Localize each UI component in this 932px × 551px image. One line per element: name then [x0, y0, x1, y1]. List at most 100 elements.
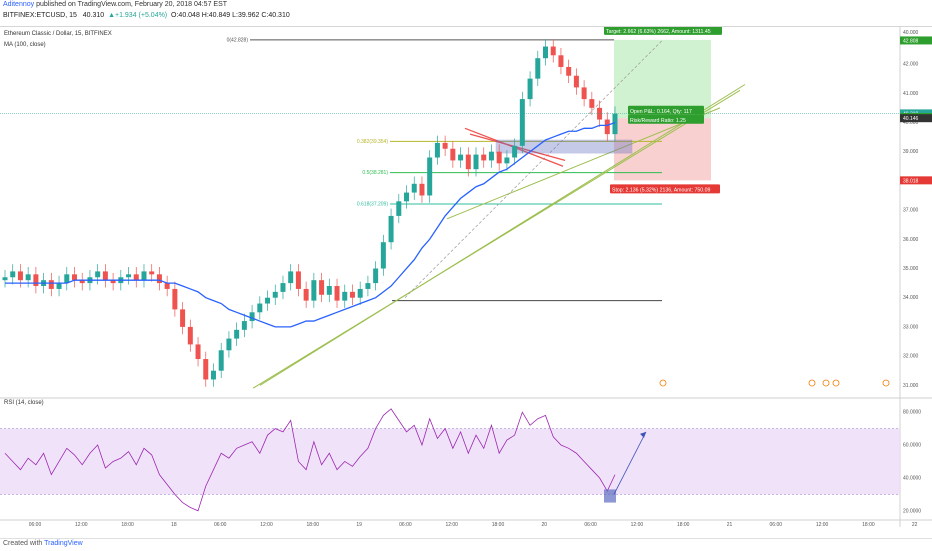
price-tick: 39.000 — [903, 149, 919, 155]
price-change: ▲+1.934 (+5.04%) — [108, 12, 168, 19]
rsi-arrowhead — [640, 431, 646, 438]
candle-body — [126, 274, 132, 278]
candle-body — [172, 288, 178, 310]
time-tick: 06:00 — [399, 522, 412, 528]
candle-body — [164, 283, 170, 289]
candle-body — [411, 183, 417, 193]
trendline-lower — [252, 89, 741, 389]
tag-entry: 40.146 — [903, 116, 919, 122]
time-tick: 06:00 — [214, 522, 227, 528]
price-tick: 40.000 — [903, 120, 919, 126]
author-link[interactable]: Aditennoy — [3, 1, 35, 8]
candle-body — [612, 113, 618, 135]
target-zone — [614, 39, 711, 119]
price-tick: 40.000 — [903, 30, 919, 36]
candle-body — [141, 271, 147, 281]
chart-title: Ethereum Classic / Dollar, 15, BITFINEX — [4, 31, 112, 37]
price-tick: 37.000 — [903, 208, 919, 214]
open-pnl-label-bg — [628, 105, 704, 115]
time-tick: 18 — [171, 522, 177, 528]
candle-body — [604, 119, 610, 135]
price-tick: 32.000 — [903, 354, 919, 360]
candle-body — [102, 271, 108, 281]
candle-body — [64, 274, 70, 284]
candle-body — [110, 280, 116, 284]
candle-body — [427, 157, 433, 196]
candle-body — [465, 154, 471, 170]
fib-label-2: 0.5(38.281) — [362, 170, 388, 176]
tag-entry-bg — [900, 114, 932, 123]
stop-label-bg — [610, 184, 720, 194]
price-tick: 31.000 — [903, 383, 919, 389]
stop-zone — [614, 118, 711, 181]
dashed-projection — [404, 40, 663, 298]
candle-body — [311, 280, 317, 301]
candle-body — [558, 55, 564, 67]
candle-body — [581, 87, 587, 100]
candle-body — [210, 370, 216, 380]
candle-body — [133, 274, 139, 281]
event-icon[interactable] — [832, 379, 840, 387]
candle-body — [95, 271, 101, 278]
rsi-tick: 20.0000 — [903, 508, 921, 514]
last-price: 40.310 — [82, 12, 105, 19]
candle-body — [566, 66, 572, 76]
candle-body — [257, 303, 263, 313]
candle-body — [48, 280, 54, 289]
candle-body — [79, 280, 85, 284]
symbol-bar: BITFINEX:ETCUSD, 15 40.310 ▲+1.934 (+5.0… — [3, 12, 290, 19]
footer-created: Created with — [3, 540, 43, 547]
candle-body — [481, 154, 487, 161]
time-tick: 18:00 — [121, 522, 134, 528]
trendline-lower-2 — [259, 84, 746, 386]
chart-area[interactable]: 0(42.828) 0.382(39.354) 0.5(38.281) 0.618(3… — [0, 25, 932, 539]
rsi-band — [0, 428, 900, 495]
rsi-arrow — [613, 431, 647, 495]
candle-body — [17, 271, 23, 281]
candle-body — [357, 288, 363, 298]
candle-body — [265, 297, 271, 304]
rsi-line — [4, 408, 616, 512]
rsi-tick: 60.0000 — [903, 443, 921, 449]
candle-body — [442, 142, 448, 149]
candle-body — [597, 107, 603, 120]
tag-stop: 38.018 — [903, 178, 919, 184]
event-icon[interactable] — [808, 379, 816, 387]
time-tick: 18:00 — [677, 522, 690, 528]
candle-body — [434, 142, 440, 158]
candle-body — [450, 148, 456, 161]
candle-body — [56, 283, 62, 289]
candle-body — [396, 201, 402, 216]
time-tick: 18:00 — [862, 522, 875, 528]
event-icon[interactable] — [822, 379, 830, 387]
tradingview-logo[interactable]: TradingView — [44, 540, 83, 547]
candle-body — [519, 99, 525, 146]
candle-body — [589, 99, 595, 108]
candle-body — [25, 274, 31, 281]
price-tick: 33.000 — [903, 324, 919, 330]
time-tick: 12:00 — [260, 522, 273, 528]
event-icon[interactable] — [659, 379, 667, 387]
candle-body — [2, 277, 8, 281]
target-label: Target: 2.662 (6.63%) 2662, Amount: 1311… — [606, 29, 711, 35]
published-text: published on TradingView.com, February 2… — [34, 1, 228, 8]
rr-label-bg — [628, 114, 704, 124]
time-tick: 18:00 — [492, 522, 505, 528]
trendline-upper — [446, 107, 721, 220]
time-tick: 12:00 — [445, 522, 458, 528]
tag-target: 42.808 — [903, 38, 919, 44]
candle-body — [295, 271, 301, 289]
ma-legend: MA (100, close) — [4, 42, 46, 48]
candle-body — [288, 271, 294, 284]
time-tick: 18:00 — [307, 522, 320, 528]
candle-body — [388, 215, 394, 243]
candle-body — [319, 280, 325, 295]
event-icon[interactable] — [882, 379, 890, 387]
candle-body — [203, 359, 209, 380]
candle-body — [218, 350, 224, 371]
candle-body — [303, 288, 309, 301]
price-chart-svg[interactable]: 0(42.828) 0.382(39.354) 0.5(38.281) 0.618(3… — [0, 25, 932, 539]
candle-body — [241, 321, 247, 330]
candle-body — [527, 78, 533, 100]
candle-body — [404, 192, 410, 202]
